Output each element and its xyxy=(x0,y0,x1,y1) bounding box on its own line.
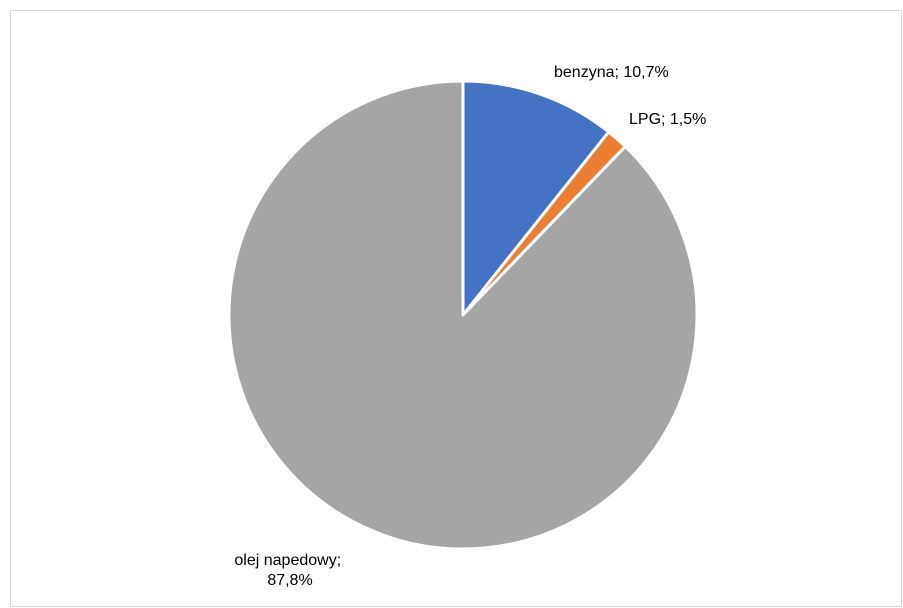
slice-label-olej-line1: olej napedowy; xyxy=(234,552,341,569)
slice-label-lpg: LPG; 1,5% xyxy=(629,111,706,128)
slice-label-olej-napedowy: olej napedowy; 87,8% xyxy=(234,552,345,589)
slice-label-olej-line2: 87,8% xyxy=(267,572,312,589)
pie-slices xyxy=(227,79,699,551)
slice-label-benzyna: benzyna; 10,7% xyxy=(554,64,669,81)
pie-slice-benzyna xyxy=(461,79,611,317)
pie-slice-olej-napedowy xyxy=(227,79,699,551)
